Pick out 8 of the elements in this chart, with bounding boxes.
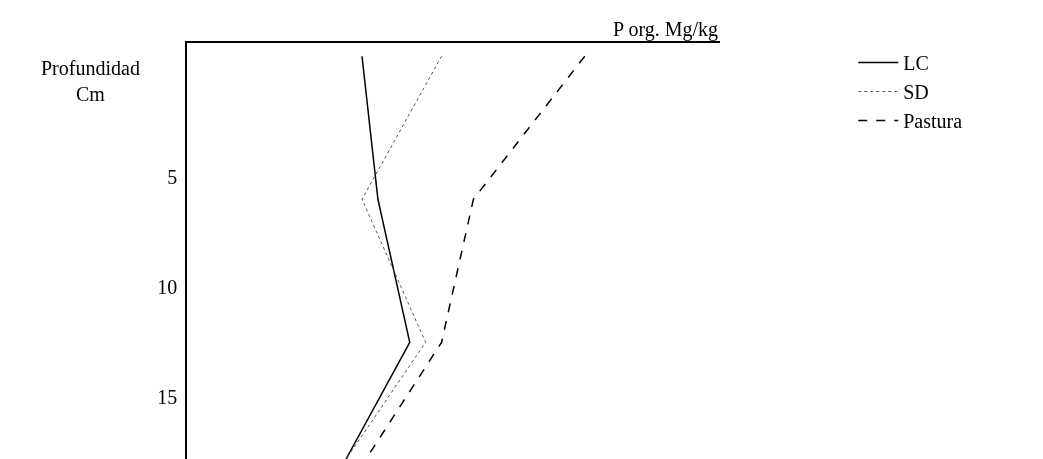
- legend-label: LC: [903, 52, 929, 75]
- y-tick-label: 15: [157, 386, 178, 409]
- legend-label: Pastura: [903, 110, 963, 133]
- x-axis-title: P org. Mg/kg: [613, 18, 719, 41]
- y-tick-label: 10: [157, 276, 178, 299]
- y-tick-label: 5: [167, 166, 178, 189]
- legend-label: SD: [903, 81, 929, 104]
- y-axis-title: Profundidad Cm: [41, 57, 140, 105]
